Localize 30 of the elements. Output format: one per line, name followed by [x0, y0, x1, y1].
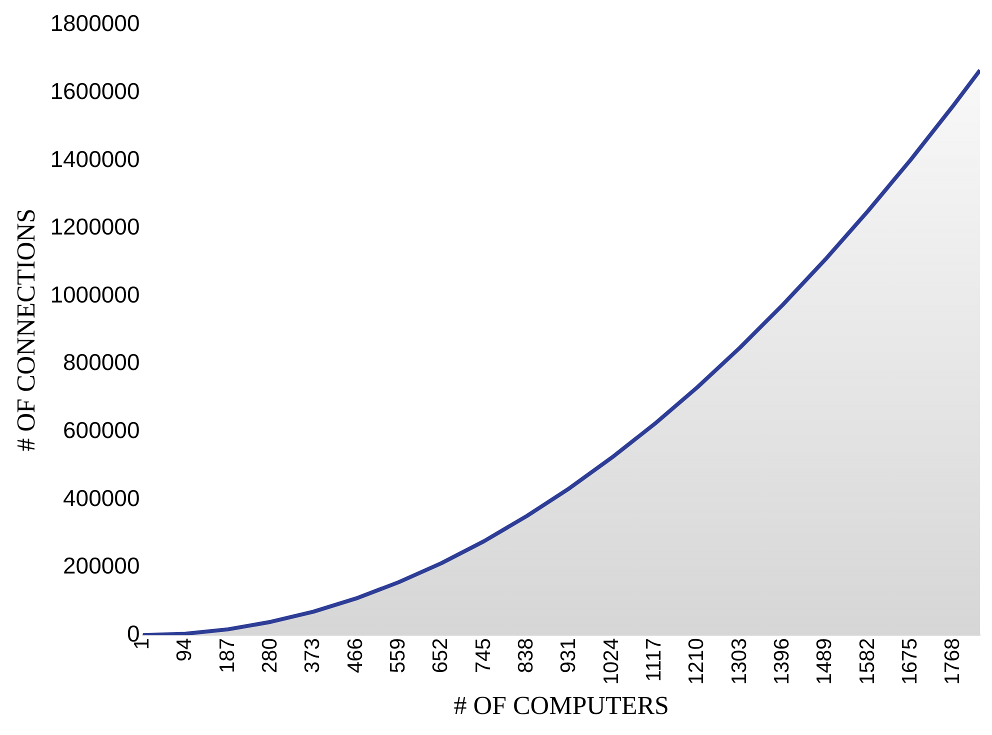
x-tick-label: 745 [472, 638, 495, 674]
y-tick-label: 800000 [62, 349, 140, 376]
x-tick-label: 931 [557, 638, 580, 674]
x-tick-label: 1582 [856, 638, 879, 685]
x-tick-label: 1396 [770, 638, 794, 685]
x-tick-label: 1117 [642, 638, 666, 682]
y-tick-label: 1600000 [50, 78, 140, 104]
y-tick-label: 1400000 [50, 146, 140, 172]
y-tick-label: 200000 [62, 552, 140, 579]
x-tick-label: 1768 [941, 638, 964, 685]
x-tick-label: 466 [344, 638, 367, 674]
y-tick-label: 1000000 [50, 281, 140, 308]
x-tick-label: 94 [173, 638, 196, 662]
y-tick-label: 1200000 [50, 214, 140, 240]
x-tick-label: 1303 [728, 638, 751, 685]
x-tick-label: 652 [429, 638, 452, 674]
x-tick-label: 1675 [898, 638, 922, 685]
x-tick-label: 1210 [685, 638, 708, 685]
x-tick-label: 373 [301, 638, 324, 674]
x-tick-label: 838 [514, 638, 538, 674]
x-tick-label: 187 [216, 638, 239, 674]
x-tick-label: 559 [386, 638, 410, 674]
y-axis-title: # OF CONNECTIONS [11, 208, 40, 452]
x-tick-label: 1489 [813, 638, 836, 685]
x-axis-title: # OF COMPUTERS [454, 691, 670, 720]
x-tick-label: 1024 [600, 638, 623, 685]
y-tick-label: 600000 [62, 417, 140, 443]
x-tick-label: 280 [258, 638, 282, 674]
y-tick-label: 1800000 [50, 10, 140, 36]
y-tick-label: 400000 [62, 484, 140, 511]
